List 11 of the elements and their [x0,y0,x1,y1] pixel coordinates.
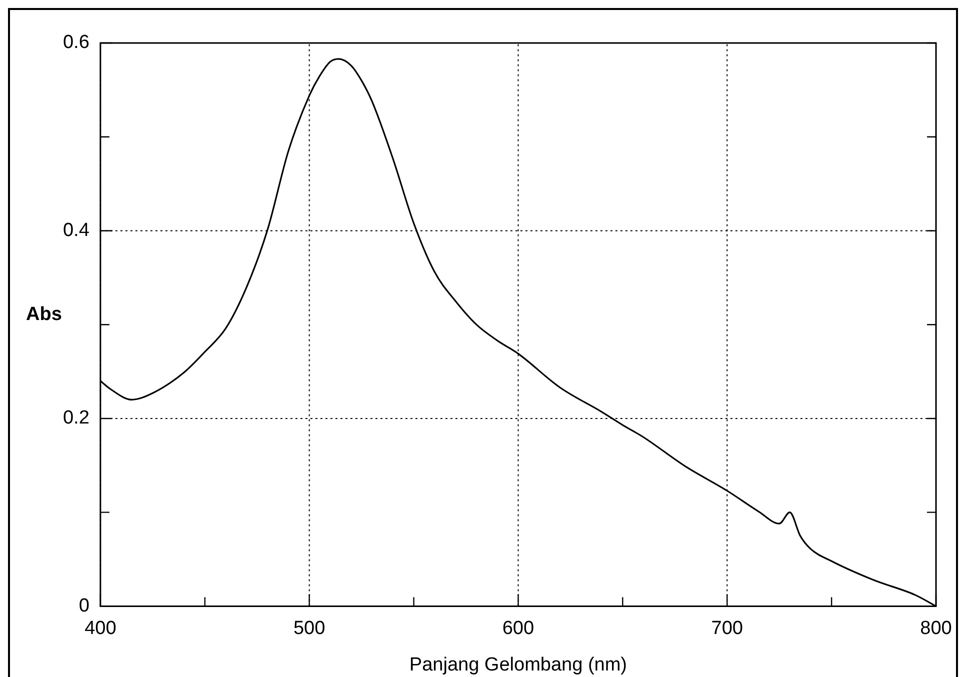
y-tick-label: 0.2 [62,408,90,429]
x-axis-title: Panjang Gelombang (nm) [409,654,627,676]
x-tick-label: 400 [84,618,116,639]
x-tick-label: 700 [711,618,743,639]
y-axis-title: Abs [26,304,62,325]
x-tick-label: 600 [502,618,534,639]
y-tick-label: 0.4 [62,220,90,241]
y-tick-label: 0 [78,595,90,616]
y-tick-label: 0.6 [62,32,90,54]
x-tick-label: 800 [920,618,952,639]
x-tick-label: 500 [293,618,326,639]
